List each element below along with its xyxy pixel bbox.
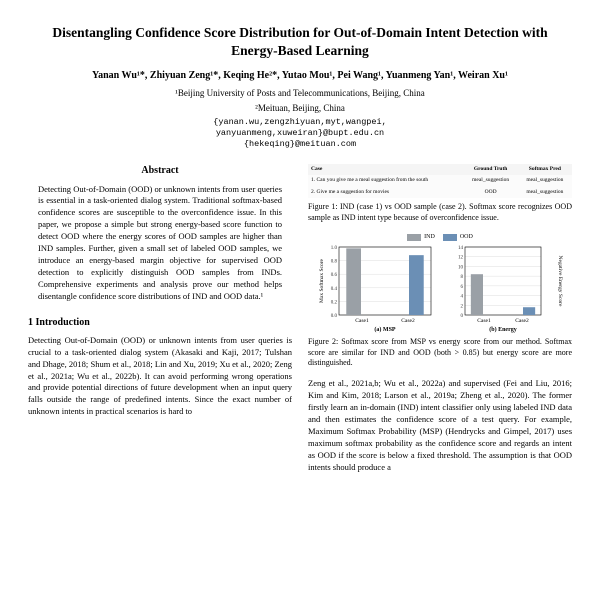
right-column: CaseGround TruthSoftmax Pred 1. Can you … bbox=[308, 164, 572, 473]
svg-text:Case2: Case2 bbox=[401, 318, 415, 324]
email-line-3: {hekeqing}@meituan.com bbox=[28, 139, 572, 150]
section-1-body: Detecting Out-of-Domain (OOD) or unknown… bbox=[28, 335, 292, 418]
two-column-body: Abstract Detecting Out-of-Domain (OOD) o… bbox=[28, 164, 572, 473]
table-row: 1. Can you give me a meal suggestion fro… bbox=[308, 175, 572, 186]
chart-msp: 0.0 0.2 0.4 0.6 0.8 1.0 Case1 Case2 (a) MSP Max S… bbox=[317, 243, 437, 333]
svg-text:12: 12 bbox=[458, 256, 464, 261]
svg-text:Case1: Case1 bbox=[477, 318, 491, 324]
paper-title: Disentangling Confidence Score Distribut… bbox=[28, 24, 572, 59]
email-line-1: {yanan.wu,zengzhiyuan,myt,wangpei, bbox=[28, 117, 572, 128]
legend-ood-label: OOD bbox=[460, 233, 473, 241]
svg-text:1.0: 1.0 bbox=[331, 246, 338, 251]
svg-text:0.4: 0.4 bbox=[331, 287, 338, 292]
legend-swatch-ind bbox=[407, 234, 421, 241]
chart-energy: 0 2 4 6 8 10 12 14 Case1 Case2 (b) Energy Negative … bbox=[443, 243, 563, 333]
right-column-para: Zeng et al., 2021a,b; Wu et al., 2022a) … bbox=[308, 378, 572, 473]
svg-text:0.8: 0.8 bbox=[331, 260, 338, 265]
svg-text:Case2: Case2 bbox=[515, 318, 529, 324]
svg-text:0.2: 0.2 bbox=[331, 301, 338, 306]
figure-2-legend: IND OOD bbox=[308, 233, 572, 241]
abstract-heading: Abstract bbox=[28, 164, 292, 178]
svg-text:0.6: 0.6 bbox=[331, 273, 338, 278]
figure-2-caption: Figure 2: Softmax score from MSP vs ener… bbox=[308, 337, 572, 368]
fig1-cell: 2. Give me a suggestion for movies bbox=[308, 187, 464, 198]
svg-text:6: 6 bbox=[461, 285, 464, 290]
legend-ind-label: IND bbox=[424, 233, 435, 241]
svg-text:0.0: 0.0 bbox=[331, 314, 338, 319]
svg-text:(a) MSP: (a) MSP bbox=[374, 326, 395, 333]
abstract-body: Detecting Out-of-Domain (OOD) or unknown… bbox=[28, 184, 292, 303]
svg-text:8: 8 bbox=[461, 275, 464, 280]
fig1-cell: meal_suggestion bbox=[518, 175, 572, 186]
svg-text:Max Softmax Score: Max Softmax Score bbox=[318, 259, 325, 304]
fig1-cell: meal_suggestion bbox=[518, 187, 572, 198]
left-column: Abstract Detecting Out-of-Domain (OOD) o… bbox=[28, 164, 292, 473]
legend-ind: IND bbox=[407, 233, 435, 241]
legend-ood: OOD bbox=[443, 233, 473, 241]
svg-text:Negative Energy Score: Negative Energy Score bbox=[557, 256, 563, 307]
svg-text:4: 4 bbox=[461, 295, 464, 300]
figure-2-charts: 0.0 0.2 0.4 0.6 0.8 1.0 Case1 Case2 (a) MSP Max S… bbox=[308, 243, 572, 333]
figure-1-caption: Figure 1: IND (case 1) vs OOD sample (ca… bbox=[308, 202, 572, 223]
fig1-cell: meal_suggestion bbox=[464, 175, 518, 186]
svg-text:0: 0 bbox=[461, 314, 464, 319]
affiliation-2: ²Meituan, Beijing, China bbox=[28, 102, 572, 114]
legend-swatch-ood bbox=[443, 234, 457, 241]
fig1-header-cell: Case bbox=[308, 164, 464, 175]
emails: {yanan.wu,zengzhiyuan,myt,wangpei, yanyu… bbox=[28, 117, 572, 150]
fig1-cell: OOD bbox=[464, 187, 518, 198]
svg-text:10: 10 bbox=[458, 266, 464, 271]
affiliation-1: ¹Beijing University of Posts and Telecom… bbox=[28, 87, 572, 99]
svg-text:Case1: Case1 bbox=[355, 318, 369, 324]
fig1-header-cell: Softmax Pred bbox=[518, 164, 572, 175]
section-1-heading: 1 Introduction bbox=[28, 316, 292, 330]
fig1-cell: 1. Can you give me a meal suggestion fro… bbox=[308, 175, 464, 186]
svg-text:14: 14 bbox=[458, 246, 464, 251]
svg-text:2: 2 bbox=[461, 304, 464, 309]
svg-text:(b) Energy: (b) Energy bbox=[489, 326, 517, 333]
fig1-header-cell: Ground Truth bbox=[464, 164, 518, 175]
email-line-2: yanyuanmeng,xuweiran}@bupt.edu.cn bbox=[28, 128, 572, 139]
figure-1-table: CaseGround TruthSoftmax Pred 1. Can you … bbox=[308, 164, 572, 198]
authors: Yanan Wu¹*, Zhiyuan Zeng¹*, Keqing He²*,… bbox=[28, 69, 572, 83]
table-row: 2. Give me a suggestion for moviesOODmea… bbox=[308, 187, 572, 198]
